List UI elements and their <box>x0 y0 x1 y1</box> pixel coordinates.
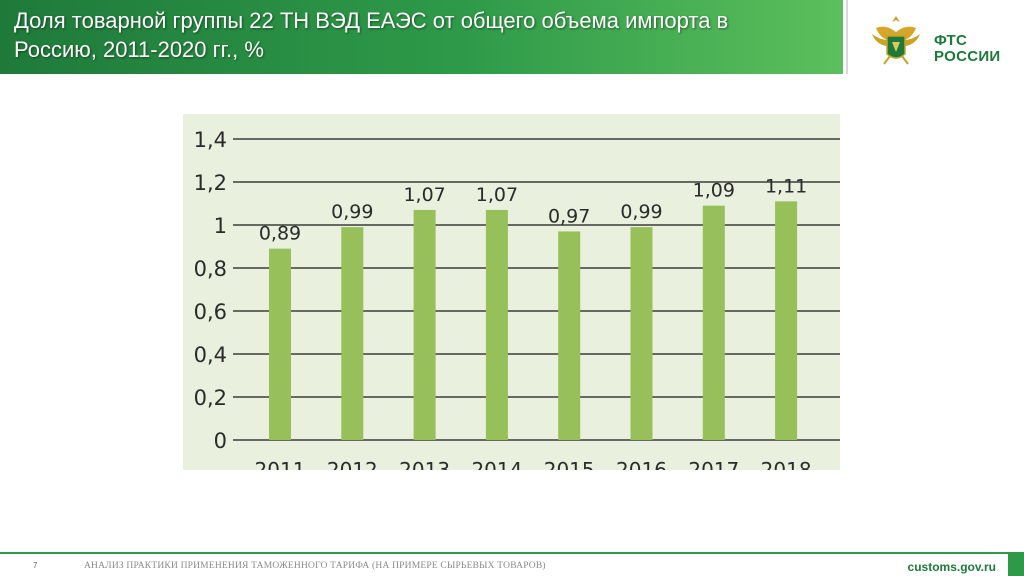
bar <box>413 209 436 440</box>
x-tick-label: 2014 <box>471 458 522 470</box>
x-tick-label: 2017 <box>688 458 739 470</box>
header-bar: Доля товарной группы 22 ТН ВЭД ЕАЭС от о… <box>0 0 843 74</box>
x-tick-label: 2011 <box>255 458 306 470</box>
bar <box>775 201 798 440</box>
logo <box>866 10 1016 70</box>
y-tick-label: 0 <box>214 429 227 453</box>
footer-caption: АНАЛИЗ ПРАКТИКИ ПРИМЕНЕНИЯ ТАМОЖЕННОГО Т… <box>84 561 546 571</box>
y-tick-label: 1,4 <box>194 128 227 152</box>
data-label: 0,99 <box>331 201 373 223</box>
bar <box>558 231 581 440</box>
y-tick-label: 0,6 <box>194 300 227 324</box>
data-label: 0,99 <box>620 201 662 223</box>
logo-text: ФТС РОССИИ <box>934 33 1001 65</box>
y-tick-label: 1 <box>214 214 227 238</box>
chart: 0 0,2 0,4 0,6 0,8 1 1,2 1,4 0,89 2011 0,99 2012 1,07… <box>183 114 840 470</box>
data-label: 1,07 <box>476 184 518 206</box>
x-tick-label: 2013 <box>399 458 450 470</box>
data-label: 0,97 <box>548 205 590 227</box>
y-tick-label: 1,2 <box>194 171 227 195</box>
eagle-emblem-icon <box>872 16 920 65</box>
footer-rule <box>0 552 1024 554</box>
page-number: 7 <box>33 561 38 570</box>
bar <box>485 209 508 440</box>
page-title: Доля товарной группы 22 ТН ВЭД ЕАЭС от о… <box>14 8 729 62</box>
bar <box>269 248 291 440</box>
y-tick-label: 0,4 <box>194 343 227 367</box>
data-label: 1,07 <box>403 184 445 206</box>
logo-line1: ФТС <box>934 32 968 49</box>
bar <box>341 227 364 440</box>
footer-link[interactable]: customs.gov.ru <box>907 560 996 574</box>
header-divider <box>846 0 848 74</box>
x-tick-label: 2012 <box>327 458 378 470</box>
data-label: 1,11 <box>765 175 807 197</box>
x-tick-label: 2018 <box>761 458 812 470</box>
y-tick-label: 0,2 <box>194 386 227 410</box>
data-label: 0,89 <box>259 223 301 245</box>
bar-chart-svg: 0 0,2 0,4 0,6 0,8 1 1,2 1,4 0,89 2011 0,99 2012 1,07… <box>194 128 840 470</box>
y-tick-label: 0,8 <box>194 257 227 281</box>
data-label: 1,09 <box>693 180 735 202</box>
bar <box>630 227 653 440</box>
bar <box>702 205 725 440</box>
x-tick-label: 2015 <box>544 458 595 470</box>
footer-stripe <box>1008 554 1024 576</box>
x-tick-label: 2016 <box>616 458 667 470</box>
logo-line2: РОССИИ <box>934 48 1001 65</box>
